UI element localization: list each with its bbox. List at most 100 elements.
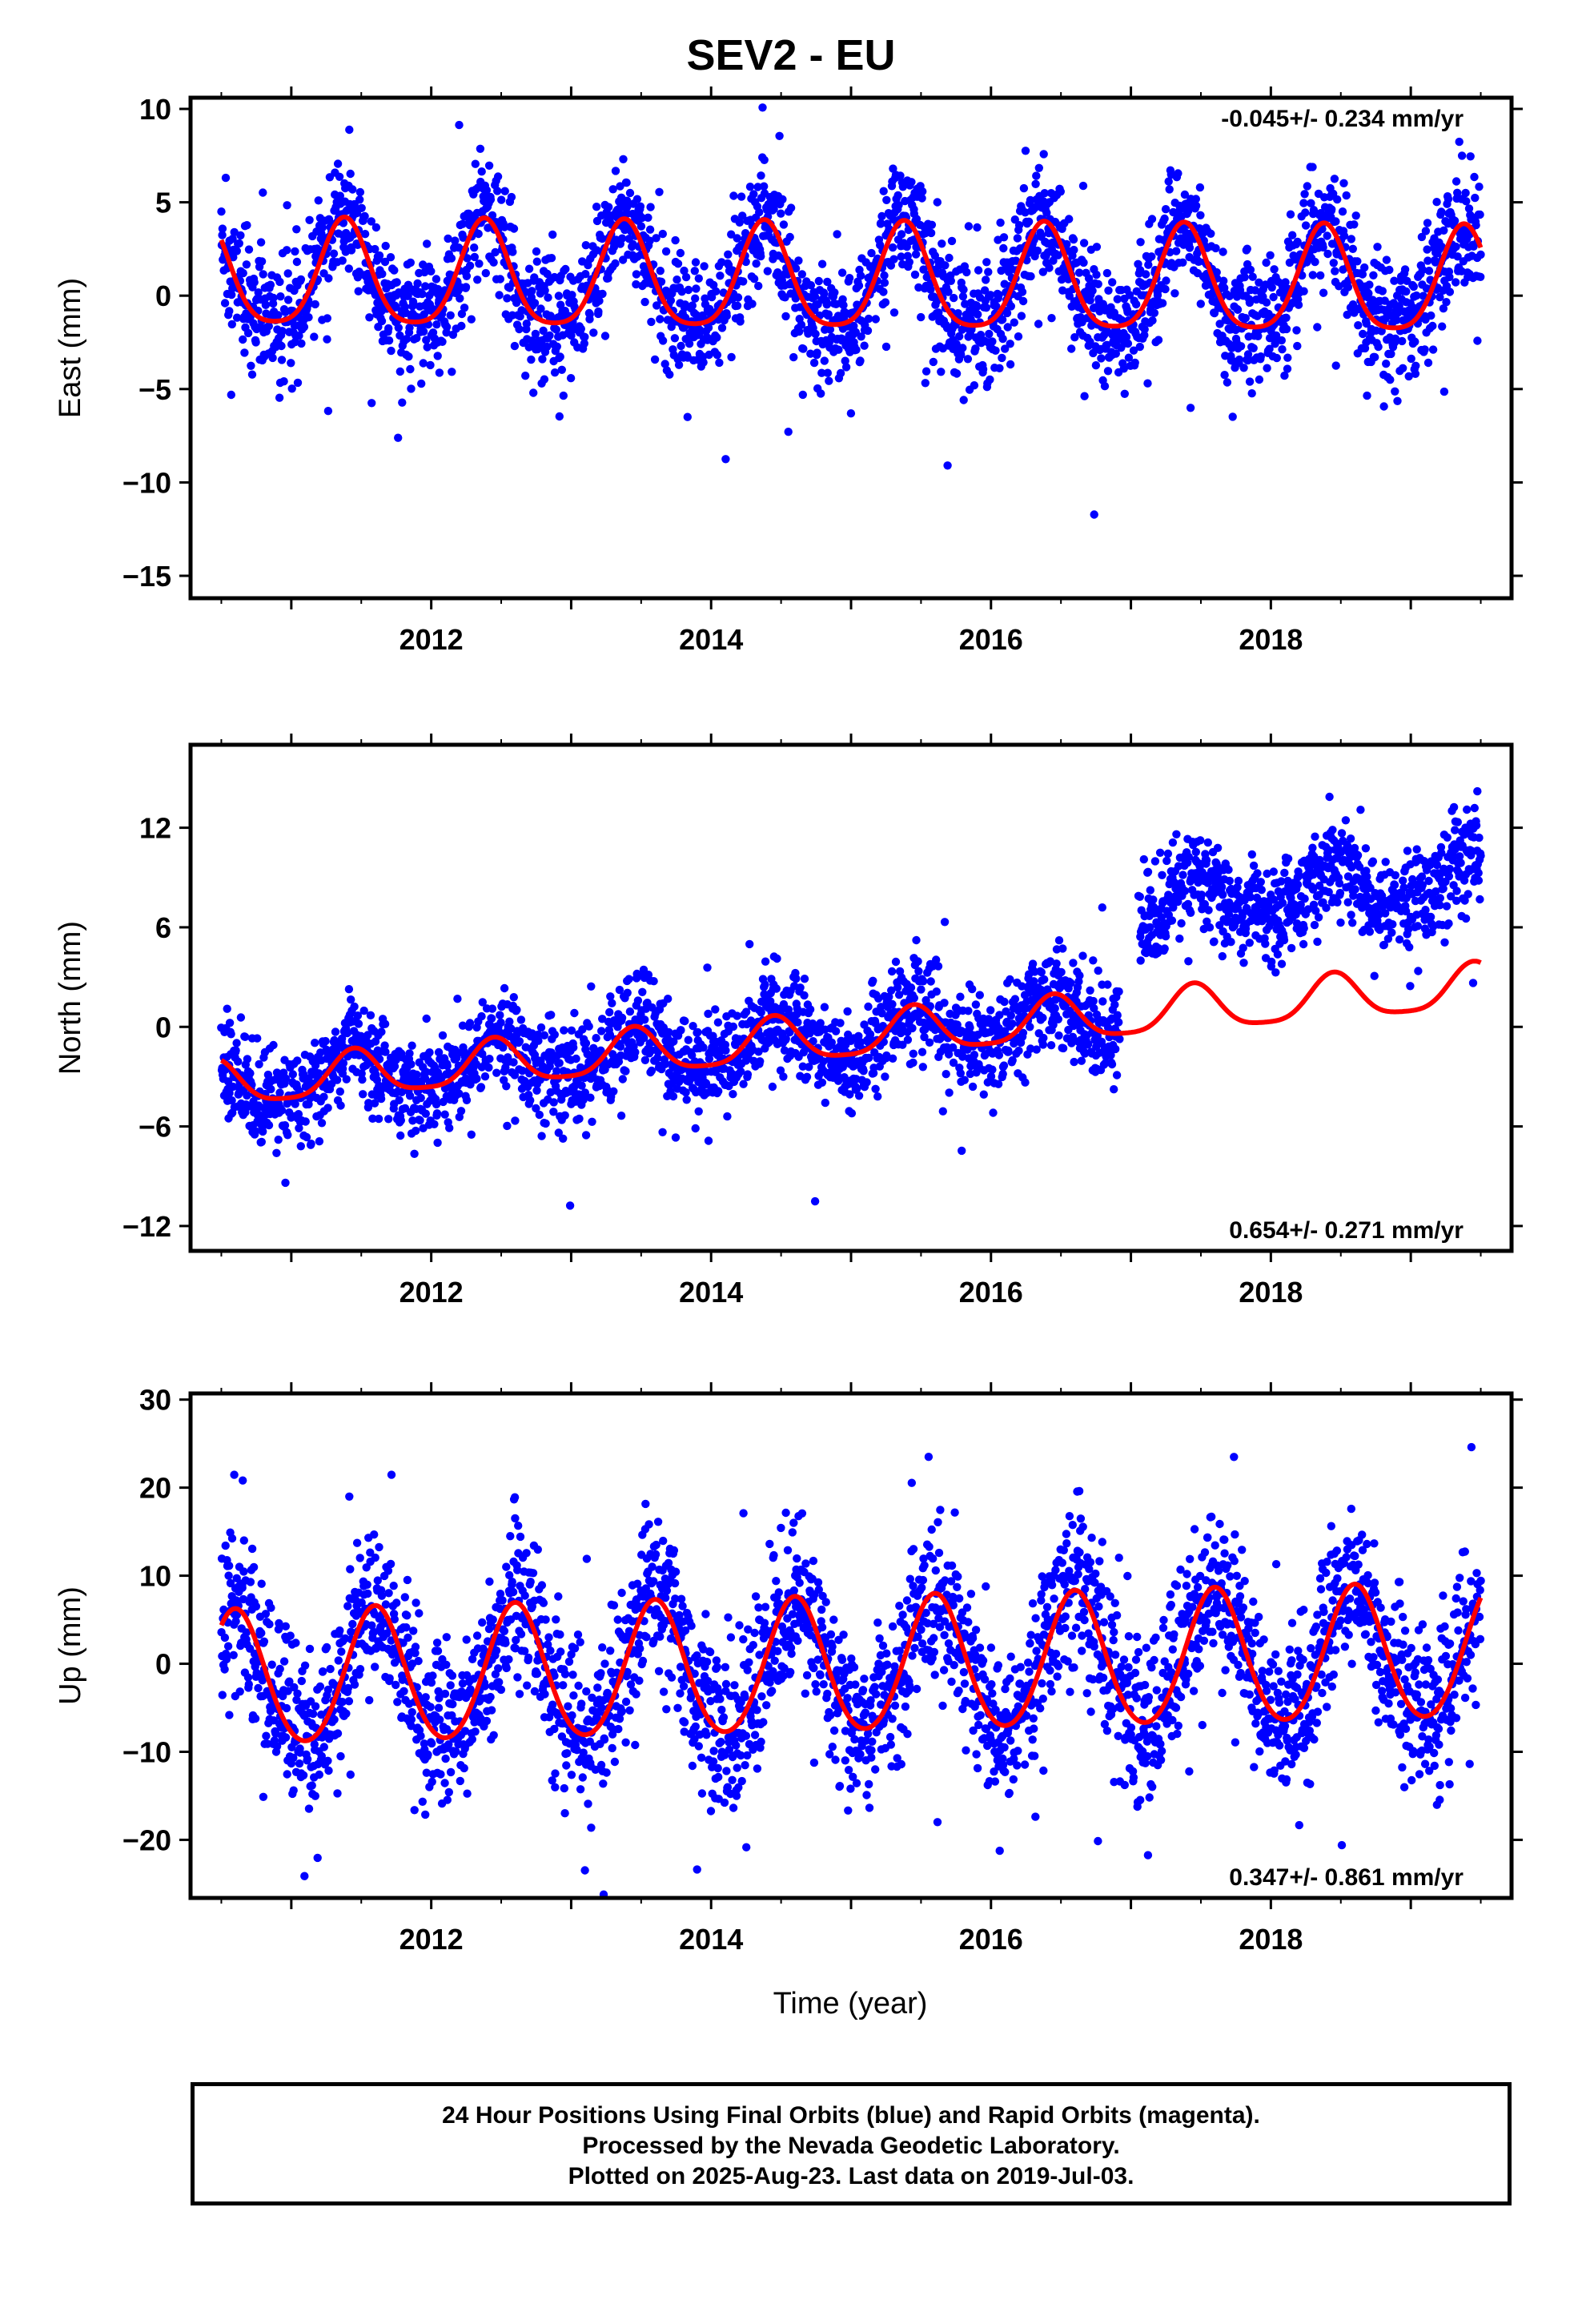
data-point bbox=[581, 270, 590, 279]
data-point bbox=[292, 257, 302, 267]
data-point bbox=[909, 1049, 918, 1059]
data-point bbox=[1160, 214, 1169, 223]
data-point bbox=[458, 1021, 468, 1030]
data-point bbox=[467, 1130, 476, 1140]
data-point bbox=[515, 1037, 524, 1046]
data-point bbox=[760, 155, 769, 164]
data-point bbox=[1453, 252, 1462, 261]
data-point bbox=[1254, 332, 1263, 340]
data-point bbox=[451, 236, 460, 245]
data-point bbox=[938, 1107, 948, 1116]
data-point bbox=[830, 288, 839, 297]
data-point bbox=[1311, 257, 1319, 267]
data-point bbox=[1243, 350, 1253, 359]
data-point bbox=[484, 161, 494, 170]
data-point bbox=[261, 300, 271, 309]
data-point bbox=[646, 203, 655, 211]
data-point bbox=[463, 254, 472, 263]
data-point bbox=[1006, 340, 1014, 348]
data-point bbox=[554, 1128, 563, 1137]
data-point bbox=[684, 1035, 693, 1044]
data-point bbox=[963, 355, 973, 364]
data-point bbox=[1011, 256, 1021, 265]
data-point bbox=[704, 1136, 713, 1145]
data-point bbox=[348, 185, 357, 194]
data-point bbox=[986, 1006, 995, 1015]
data-point bbox=[329, 249, 339, 258]
data-point bbox=[359, 1090, 367, 1099]
data-point bbox=[772, 984, 781, 993]
data-point bbox=[396, 367, 404, 376]
data-point bbox=[970, 381, 979, 390]
data-point bbox=[933, 198, 942, 207]
data-point bbox=[914, 967, 923, 976]
x-tick-label: 2012 bbox=[400, 623, 464, 656]
data-point bbox=[1256, 352, 1266, 361]
data-point bbox=[871, 315, 881, 324]
data-point bbox=[896, 171, 905, 180]
data-point bbox=[739, 1080, 748, 1088]
data-point bbox=[880, 271, 889, 280]
data-point bbox=[394, 324, 403, 332]
data-point bbox=[867, 248, 876, 258]
data-point bbox=[250, 278, 259, 287]
data-point bbox=[792, 974, 801, 983]
data-point bbox=[1139, 854, 1149, 864]
data-point bbox=[817, 368, 826, 377]
data-point bbox=[311, 300, 319, 309]
data-point bbox=[331, 1027, 340, 1036]
data-point bbox=[798, 1062, 807, 1071]
data-point bbox=[1419, 292, 1428, 300]
data-point bbox=[831, 1027, 841, 1035]
data-point bbox=[476, 1083, 486, 1092]
data-point bbox=[1111, 1044, 1120, 1054]
data-point bbox=[925, 1038, 934, 1047]
data-point bbox=[1338, 207, 1347, 216]
data-point bbox=[497, 195, 506, 204]
data-point bbox=[873, 1092, 882, 1101]
data-point bbox=[283, 296, 293, 304]
data-point bbox=[1347, 235, 1356, 243]
data-point bbox=[1090, 510, 1098, 519]
data-point bbox=[476, 144, 485, 153]
data-point bbox=[342, 1075, 351, 1084]
data-point bbox=[1331, 217, 1340, 226]
data-point bbox=[713, 333, 721, 342]
data-point bbox=[512, 1005, 521, 1015]
data-point bbox=[877, 211, 886, 221]
data-point bbox=[856, 356, 865, 365]
data-point bbox=[302, 1132, 311, 1142]
data-point bbox=[752, 259, 761, 268]
data-point bbox=[658, 336, 668, 345]
data-point bbox=[231, 1046, 240, 1055]
data-point bbox=[785, 232, 794, 242]
data-point bbox=[1065, 292, 1074, 300]
data-point bbox=[972, 303, 982, 312]
data-point bbox=[1103, 367, 1113, 376]
data-point bbox=[999, 1061, 1009, 1070]
data-point bbox=[456, 294, 464, 303]
data-point bbox=[1457, 151, 1467, 160]
data-point bbox=[291, 247, 299, 256]
data-point bbox=[705, 1055, 714, 1063]
data-point bbox=[926, 977, 935, 986]
data-point bbox=[1472, 221, 1480, 230]
data-point bbox=[407, 1059, 416, 1069]
data-point bbox=[360, 230, 370, 239]
data-point bbox=[769, 204, 778, 214]
data-point bbox=[1149, 895, 1158, 904]
data-point bbox=[665, 370, 674, 379]
data-point bbox=[1112, 1071, 1122, 1080]
data-point bbox=[645, 236, 654, 245]
data-point bbox=[446, 311, 455, 320]
data-point bbox=[1191, 201, 1201, 211]
data-point bbox=[953, 1020, 962, 1029]
data-point bbox=[667, 322, 676, 332]
data-point bbox=[1066, 979, 1075, 987]
data-point bbox=[907, 178, 916, 187]
data-point bbox=[947, 236, 957, 246]
data-point bbox=[1084, 1039, 1093, 1049]
data-point bbox=[239, 335, 247, 344]
data-point bbox=[332, 1047, 341, 1055]
